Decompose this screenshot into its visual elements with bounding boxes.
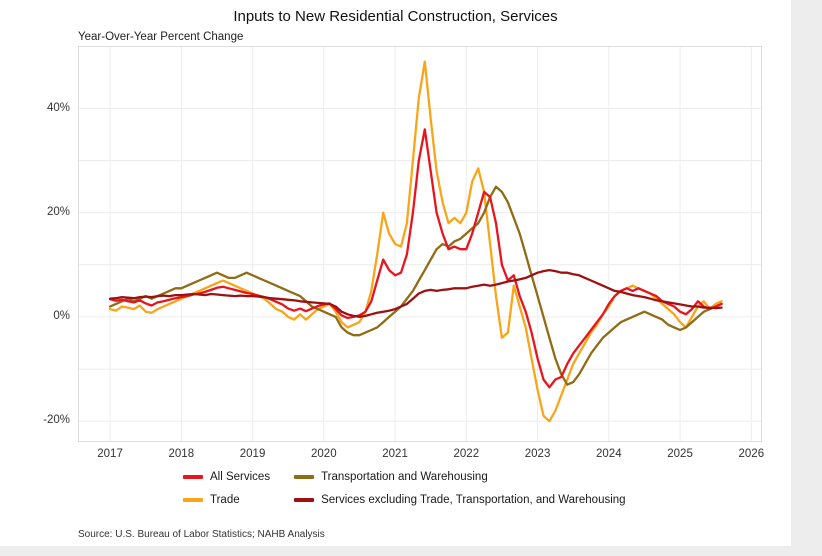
y-tick-label: 0% — [53, 309, 70, 322]
x-tick-label: 2023 — [524, 448, 551, 460]
x-tick-label: 2021 — [382, 448, 408, 460]
legend-item: Trade — [183, 494, 270, 506]
legend-item: Services excluding Trade, Transportation… — [294, 494, 626, 506]
series-line-services-excluding-trade-transportation-and-warehousing — [108, 268, 723, 319]
x-tick-label: 2017 — [97, 448, 123, 460]
chart-subtitle: Year-Over-Year Percent Change — [78, 31, 244, 43]
legend-item: Transportation and Warehousing — [294, 471, 626, 483]
legend-label: Services excluding Trade, Transportation… — [321, 494, 626, 506]
series-line-transportation-and-warehousing — [108, 185, 723, 386]
x-tick-label: 2024 — [596, 448, 622, 460]
chart-page: Inputs to New Residential Construction, … — [0, 0, 791, 546]
chart-title: Inputs to New Residential Construction, … — [233, 8, 558, 25]
x-tick-label: 2026 — [738, 448, 765, 460]
legend-marker — [294, 475, 315, 479]
legend-label: Transportation and Warehousing — [321, 471, 488, 483]
legend-marker — [183, 498, 203, 502]
series-line-trade — [108, 60, 723, 423]
y-tick-label: -20% — [43, 414, 70, 427]
x-tick-label: 2019 — [239, 448, 266, 460]
legend-marker — [294, 498, 315, 502]
legend-item: All Services — [183, 471, 270, 483]
chart-legend: All Services Transportation and Warehousi… — [183, 471, 626, 506]
series-line-all-services — [108, 128, 723, 389]
y-tick-label: 40% — [46, 101, 70, 114]
x-tick-label: 2018 — [168, 448, 195, 460]
x-tick-label: 2020 — [311, 448, 337, 460]
x-tick-label: 2022 — [453, 448, 480, 460]
legend-marker — [183, 475, 203, 479]
x-tick-label: 2025 — [667, 448, 693, 460]
y-tick-label: 20% — [46, 205, 70, 218]
source-note: Source: U.S. Bureau of Labor Statistics;… — [78, 529, 325, 540]
legend-label: Trade — [210, 494, 240, 506]
line-chart — [78, 46, 762, 442]
legend-label: All Services — [210, 471, 271, 483]
